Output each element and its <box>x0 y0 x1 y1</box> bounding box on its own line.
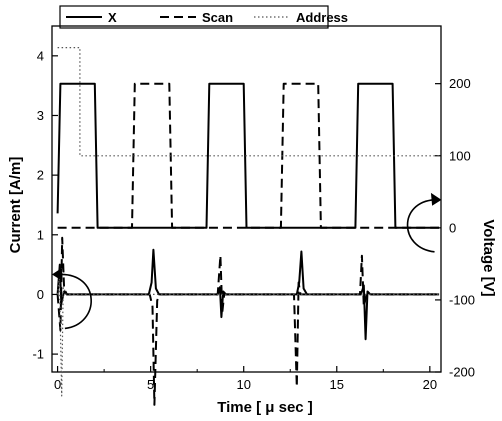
arrow-to-right-axis-head <box>430 192 442 206</box>
y-axis-left-title: Current [A/m] <box>7 157 24 254</box>
annotations <box>51 192 442 330</box>
y-left-tick-label: 3 <box>37 108 44 123</box>
series-scan-current <box>56 236 440 406</box>
legend: X Scan Address <box>59 5 348 29</box>
y-right-tick-label: -200 <box>449 365 475 380</box>
y-left-tick-label: -1 <box>32 347 44 362</box>
y-left-tick-label: 4 <box>37 48 44 63</box>
legend-label-x: X <box>108 10 117 25</box>
x-tick-label: 20 <box>423 377 437 392</box>
plot-frame <box>51 25 442 373</box>
x-tick-label: 0 <box>54 377 61 392</box>
x-tick-label: 5 <box>147 377 154 392</box>
axes: 0 5 10 15 20 -1 0 1 2 3 4 -200 -100 0 100 200 <box>32 25 475 392</box>
series-address-voltage <box>57 47 440 157</box>
y-right-tick-label: 0 <box>449 220 456 235</box>
x-tick-label: 15 <box>330 377 344 392</box>
x-tick-label: 10 <box>236 377 250 392</box>
series-address-current <box>57 276 440 397</box>
arrow-to-right-axis <box>406 199 435 253</box>
legend-label-address: Address <box>296 10 348 25</box>
y-right-tick-label: 100 <box>449 148 471 163</box>
plot-area <box>56 47 440 406</box>
y-left-tick-label: 1 <box>37 227 44 242</box>
y-right-tick-label: 200 <box>449 76 471 91</box>
series-x-voltage <box>56 82 440 229</box>
legend-label-scan: Scan <box>202 10 233 25</box>
y-left-tick-label: 2 <box>37 168 44 183</box>
y-left-tick-label: 0 <box>37 287 44 302</box>
x-axis-title: Time [ μ sec ] <box>217 399 313 416</box>
arrow-to-left-axis-head <box>51 267 63 281</box>
y-right-tick-label: -100 <box>449 292 475 307</box>
arrow-to-left-axis <box>58 273 92 330</box>
y-axis-right-title: Voltage [V] <box>480 219 497 296</box>
